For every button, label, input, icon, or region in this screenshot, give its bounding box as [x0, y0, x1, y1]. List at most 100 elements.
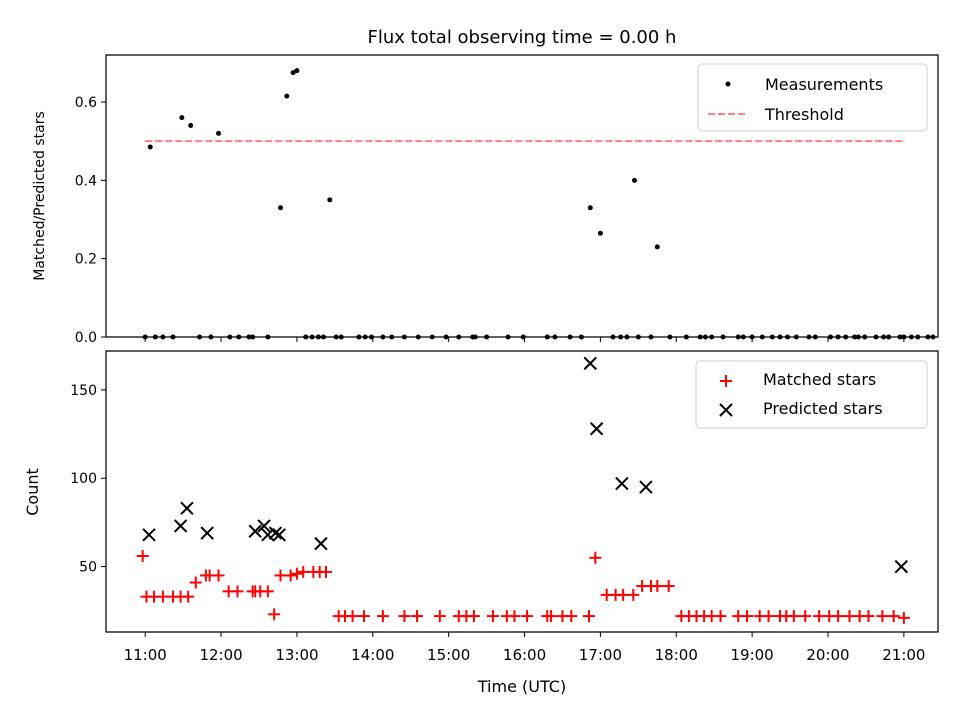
matched-star-point [486, 610, 499, 623]
measurement-point [632, 177, 638, 183]
legend-matched-marker [720, 375, 732, 387]
bottom-axes-frame [105, 350, 939, 633]
matched-star-point [398, 610, 411, 623]
top-legend-box [697, 63, 928, 132]
top-y-tick-label: 0.6 [75, 95, 97, 111]
predicted-star-point [248, 524, 262, 538]
matched-star-point [887, 610, 900, 623]
predicted-star-point [200, 526, 214, 540]
predicted-star-point [272, 528, 286, 542]
top-y-tick-label: 0.2 [75, 252, 97, 268]
matched-star-point [231, 585, 244, 598]
matched-star-point [521, 610, 534, 623]
legend-predicted-label: Predicted stars [763, 399, 883, 418]
matched-star-point [290, 567, 303, 580]
matched-star-point [274, 569, 287, 582]
predicted-star-point [257, 519, 271, 533]
measurement-point [277, 205, 283, 211]
bottom-x-ticks: 11:00 12:00 13:00 14:00 15:00 16:00 17:00 18:00… [124, 632, 925, 664]
bottom-y-tick-label: 150 [70, 383, 97, 399]
legend-measurements-label: Measurements [765, 75, 883, 94]
measurement-point [294, 68, 300, 74]
matched-star-point [627, 588, 640, 601]
matched-star-point [297, 565, 310, 578]
chart-title: Flux total observing time = 0.00 h [368, 27, 677, 48]
bottom-y-ticks: 50 100 150 [70, 383, 106, 576]
predicted-star-point [639, 480, 653, 494]
matched-star-point [357, 610, 370, 623]
matched-star-point [832, 610, 845, 623]
matched-star-point [862, 610, 875, 623]
matched-star-point [376, 610, 389, 623]
bottom-x-tick-label: 14:00 [351, 646, 394, 664]
matched-star-point [651, 580, 664, 593]
matched-star-point [320, 565, 333, 578]
matched-star-point [411, 610, 424, 623]
bottom-plot-marks [136, 356, 910, 624]
predicted-star-point [180, 501, 194, 515]
matched-star-point [212, 569, 225, 582]
bottom-x-tick-label: 12:00 [199, 646, 242, 664]
top-axes-frame [105, 54, 939, 338]
matched-star-point [876, 610, 889, 623]
legend-threshold-label: Threshold [764, 105, 844, 124]
predicted-star-point [589, 422, 604, 436]
matched-star-point [268, 608, 281, 621]
matched-star-point [799, 610, 812, 623]
measurement-point [216, 130, 222, 136]
top-legend: Measurements Threshold [697, 63, 928, 132]
bottom-y-tick-label: 50 [79, 560, 97, 576]
bottom-x-tick-label: 15:00 [427, 646, 470, 664]
top-y-tick-label: 0.4 [75, 173, 97, 189]
measurement-point [147, 144, 153, 150]
matched-star-point [843, 610, 856, 623]
bottom-x-tick-label: 19:00 [731, 646, 774, 664]
matched-star-point [583, 610, 596, 623]
matched-star-point [813, 610, 826, 623]
predicted-star-point [142, 528, 156, 542]
legend-matched-label: Matched stars [763, 370, 876, 389]
bottom-x-tick-label: 13:00 [275, 646, 318, 664]
top-x-ticks [144, 337, 905, 342]
predicted-star-point [615, 476, 629, 491]
matched-star-point [433, 610, 446, 623]
predicted-star-point [173, 519, 188, 533]
matched-star-point [787, 610, 800, 623]
matched-star-point [589, 551, 602, 564]
measurement-point [188, 123, 194, 128]
matched-star-point [189, 576, 202, 589]
matched-star-point [136, 550, 149, 563]
bottom-y-axis-label: Count [23, 468, 42, 516]
legend-measurement-marker [725, 81, 731, 87]
matched-star-point [662, 580, 675, 593]
matched-star-point [762, 610, 775, 623]
matched-star-point [182, 590, 195, 603]
predicted-star-point [314, 536, 328, 551]
bottom-legend: Matched stars Predicted stars [695, 360, 928, 429]
matched-star-point [508, 610, 521, 623]
measurement-point [587, 205, 593, 211]
bottom-x-tick-label: 21:00 [882, 646, 925, 664]
measurement-point [284, 93, 290, 99]
legend-predicted-marker [719, 403, 733, 417]
matched-star-point [741, 610, 754, 623]
predicted-star-point [894, 559, 909, 574]
top-y-tick-label: 0.0 [75, 330, 97, 346]
matched-star-point [617, 588, 630, 601]
matched-star-point [284, 569, 297, 582]
matched-star-point [545, 610, 558, 623]
bottom-y-tick-label: 100 [70, 471, 97, 487]
matched-star-point [897, 611, 910, 624]
matched-star-point [467, 610, 480, 623]
matched-star-point [346, 610, 359, 623]
matched-star-point [714, 610, 727, 623]
measurement-point [654, 244, 660, 250]
bottom-legend-box [695, 360, 928, 429]
top-panel: 0.0 0.2 0.4 0.6 Matched/Predicted stars Mea… [32, 54, 939, 346]
measurement-point [290, 70, 296, 76]
measurement-point [597, 230, 603, 236]
bottom-x-axis-label: Time (UTC) [477, 677, 566, 696]
matched-star-point [565, 610, 578, 623]
